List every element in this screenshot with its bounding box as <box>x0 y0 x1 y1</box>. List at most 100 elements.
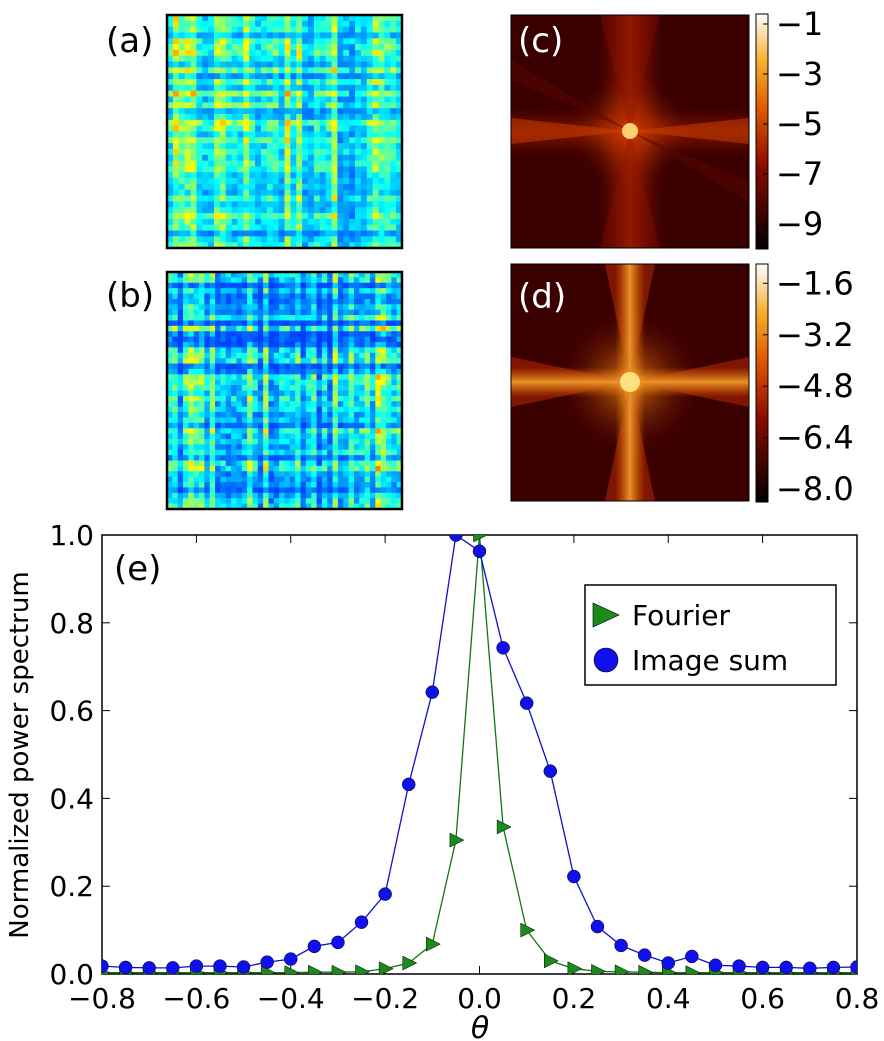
panel-d-label: (d) <box>518 277 566 317</box>
point-fourier <box>591 963 607 974</box>
colorbar-tick-label: −8.0 <box>776 470 854 508</box>
point-fourier <box>473 535 489 543</box>
point-image-sum <box>425 685 440 699</box>
point-fourier <box>544 953 559 969</box>
panel-a-label: (a) <box>106 21 153 61</box>
x-axis-label: θ <box>471 1011 489 1041</box>
point-image-sum <box>755 960 770 974</box>
panel-c-colorbar: −1 −3 −5 −7 −9 <box>755 5 823 250</box>
legend-fourier-label: Fourier <box>632 599 731 632</box>
point-fourier <box>567 961 583 974</box>
point-image-sum <box>614 938 628 953</box>
panel-c-spectrum-image <box>511 15 749 248</box>
point-image-sum <box>378 887 392 901</box>
panel-d-spectrum-image <box>511 264 749 501</box>
panel-b-frame <box>165 270 404 511</box>
point-fourier <box>308 964 323 974</box>
point-image-sum <box>496 641 510 655</box>
point-fourier <box>355 964 371 974</box>
y-tick-label: 0.8 <box>49 607 94 640</box>
point-image-sum <box>826 960 841 974</box>
point-image-sum <box>637 948 652 962</box>
x-tick-label: 0.0 <box>457 982 502 1015</box>
point-fourier <box>496 819 512 835</box>
point-image-sum <box>102 959 109 973</box>
point-image-sum <box>307 939 322 954</box>
point-image-sum <box>779 960 793 974</box>
point-image-sum <box>567 869 581 884</box>
y-tick-label: 0.0 <box>49 958 94 991</box>
axis-ticks: −0.8 −0.6 −0.4 −0.2 0.0 0.2 0.4 0.6 0.8 0.0 0.2 0.4… <box>49 519 879 1015</box>
point-image-sum <box>284 952 298 966</box>
panel-b-heatmap-image <box>167 272 402 509</box>
panel-a-heatmap-image <box>167 15 402 248</box>
colorbar-tick-label: −4.8 <box>776 367 854 405</box>
point-image-sum <box>401 777 416 792</box>
point-image-sum <box>449 535 463 542</box>
colorbar-tick-label: −6.4 <box>776 419 854 457</box>
x-tick-label: −0.8 <box>68 982 136 1015</box>
panel-a-frame <box>165 13 404 250</box>
colorbar-tick-label: −1 <box>776 5 823 43</box>
y-axis-label: Normalized power spectrum <box>5 571 35 938</box>
panel-d-frame <box>510 263 750 502</box>
panel-b-label: (b) <box>106 276 154 316</box>
point-image-sum <box>354 915 369 929</box>
point-image-sum <box>519 696 534 710</box>
point-image-sum <box>472 544 487 558</box>
legend-image-sum-marker-icon <box>593 647 619 673</box>
panel-b: (b) <box>106 270 404 511</box>
x-tick-label: −0.6 <box>162 982 230 1015</box>
point-image-sum <box>142 961 156 974</box>
colorbar-tick-label: −9 <box>776 205 823 243</box>
panel-c-label: (c) <box>518 21 563 61</box>
y-tick-label: 0.6 <box>49 695 94 728</box>
panel-d-colorbar: −1.6 −3.2 −4.8 −6.4 −8.0 <box>755 263 854 508</box>
point-fourier <box>449 832 465 848</box>
panel-a: (a) <box>106 13 404 250</box>
point-image-sum <box>166 961 180 974</box>
point-image-sum <box>260 955 274 969</box>
legend-image-sum-label: Image sum <box>632 644 788 677</box>
x-tick-label: 0.6 <box>740 982 785 1015</box>
panel-c-frame <box>510 14 750 249</box>
point-image-sum <box>543 764 558 778</box>
legend-fourier-marker-icon <box>592 602 620 628</box>
y-tick-label: 0.2 <box>49 870 94 903</box>
point-image-sum <box>708 958 723 972</box>
point-image-sum <box>732 959 746 973</box>
x-tick-label: −0.2 <box>351 982 419 1015</box>
panel-e-label: (e) <box>114 549 161 589</box>
point-image-sum <box>331 935 345 950</box>
point-fourier <box>378 961 394 974</box>
point-fourier <box>638 964 654 974</box>
point-fourier <box>284 965 300 974</box>
x-tick-label: 0.8 <box>835 982 880 1015</box>
legend-box <box>584 584 837 686</box>
point-image-sum <box>850 960 857 974</box>
x-tick-label: 0.2 <box>552 982 597 1015</box>
colorbar-tick-label: −1.6 <box>776 264 854 302</box>
point-image-sum <box>590 919 605 934</box>
y-tick-label: 0.4 <box>49 782 94 815</box>
panel-e-chart: −0.8 −0.6 −0.4 −0.2 0.0 0.2 0.4 0.6 0.8 0.0 0.2 0.4… <box>5 519 879 1041</box>
point-fourier <box>402 955 418 971</box>
colorbar-tick-label: −5 <box>776 105 823 143</box>
point-fourier <box>426 936 441 952</box>
x-tick-label: 0.4 <box>646 982 691 1015</box>
colorbar-tick-label: −3.2 <box>776 316 854 354</box>
point-fourier <box>331 964 347 974</box>
colorbar-tick-label: −7 <box>776 155 823 193</box>
colorbar-tick-label: −3 <box>776 55 823 93</box>
point-fourier <box>685 965 701 974</box>
series-layer <box>102 535 857 974</box>
point-image-sum <box>661 956 675 970</box>
point-image-sum <box>803 961 817 974</box>
point-fourier <box>614 964 630 974</box>
x-tick-label: −0.4 <box>257 982 325 1015</box>
panel-d: (d) −1.6 −3.2 −4.8 −6.4 −8.0 <box>510 263 854 508</box>
point-fourier <box>520 922 536 938</box>
point-image-sum <box>236 960 251 974</box>
point-image-sum <box>213 959 227 973</box>
